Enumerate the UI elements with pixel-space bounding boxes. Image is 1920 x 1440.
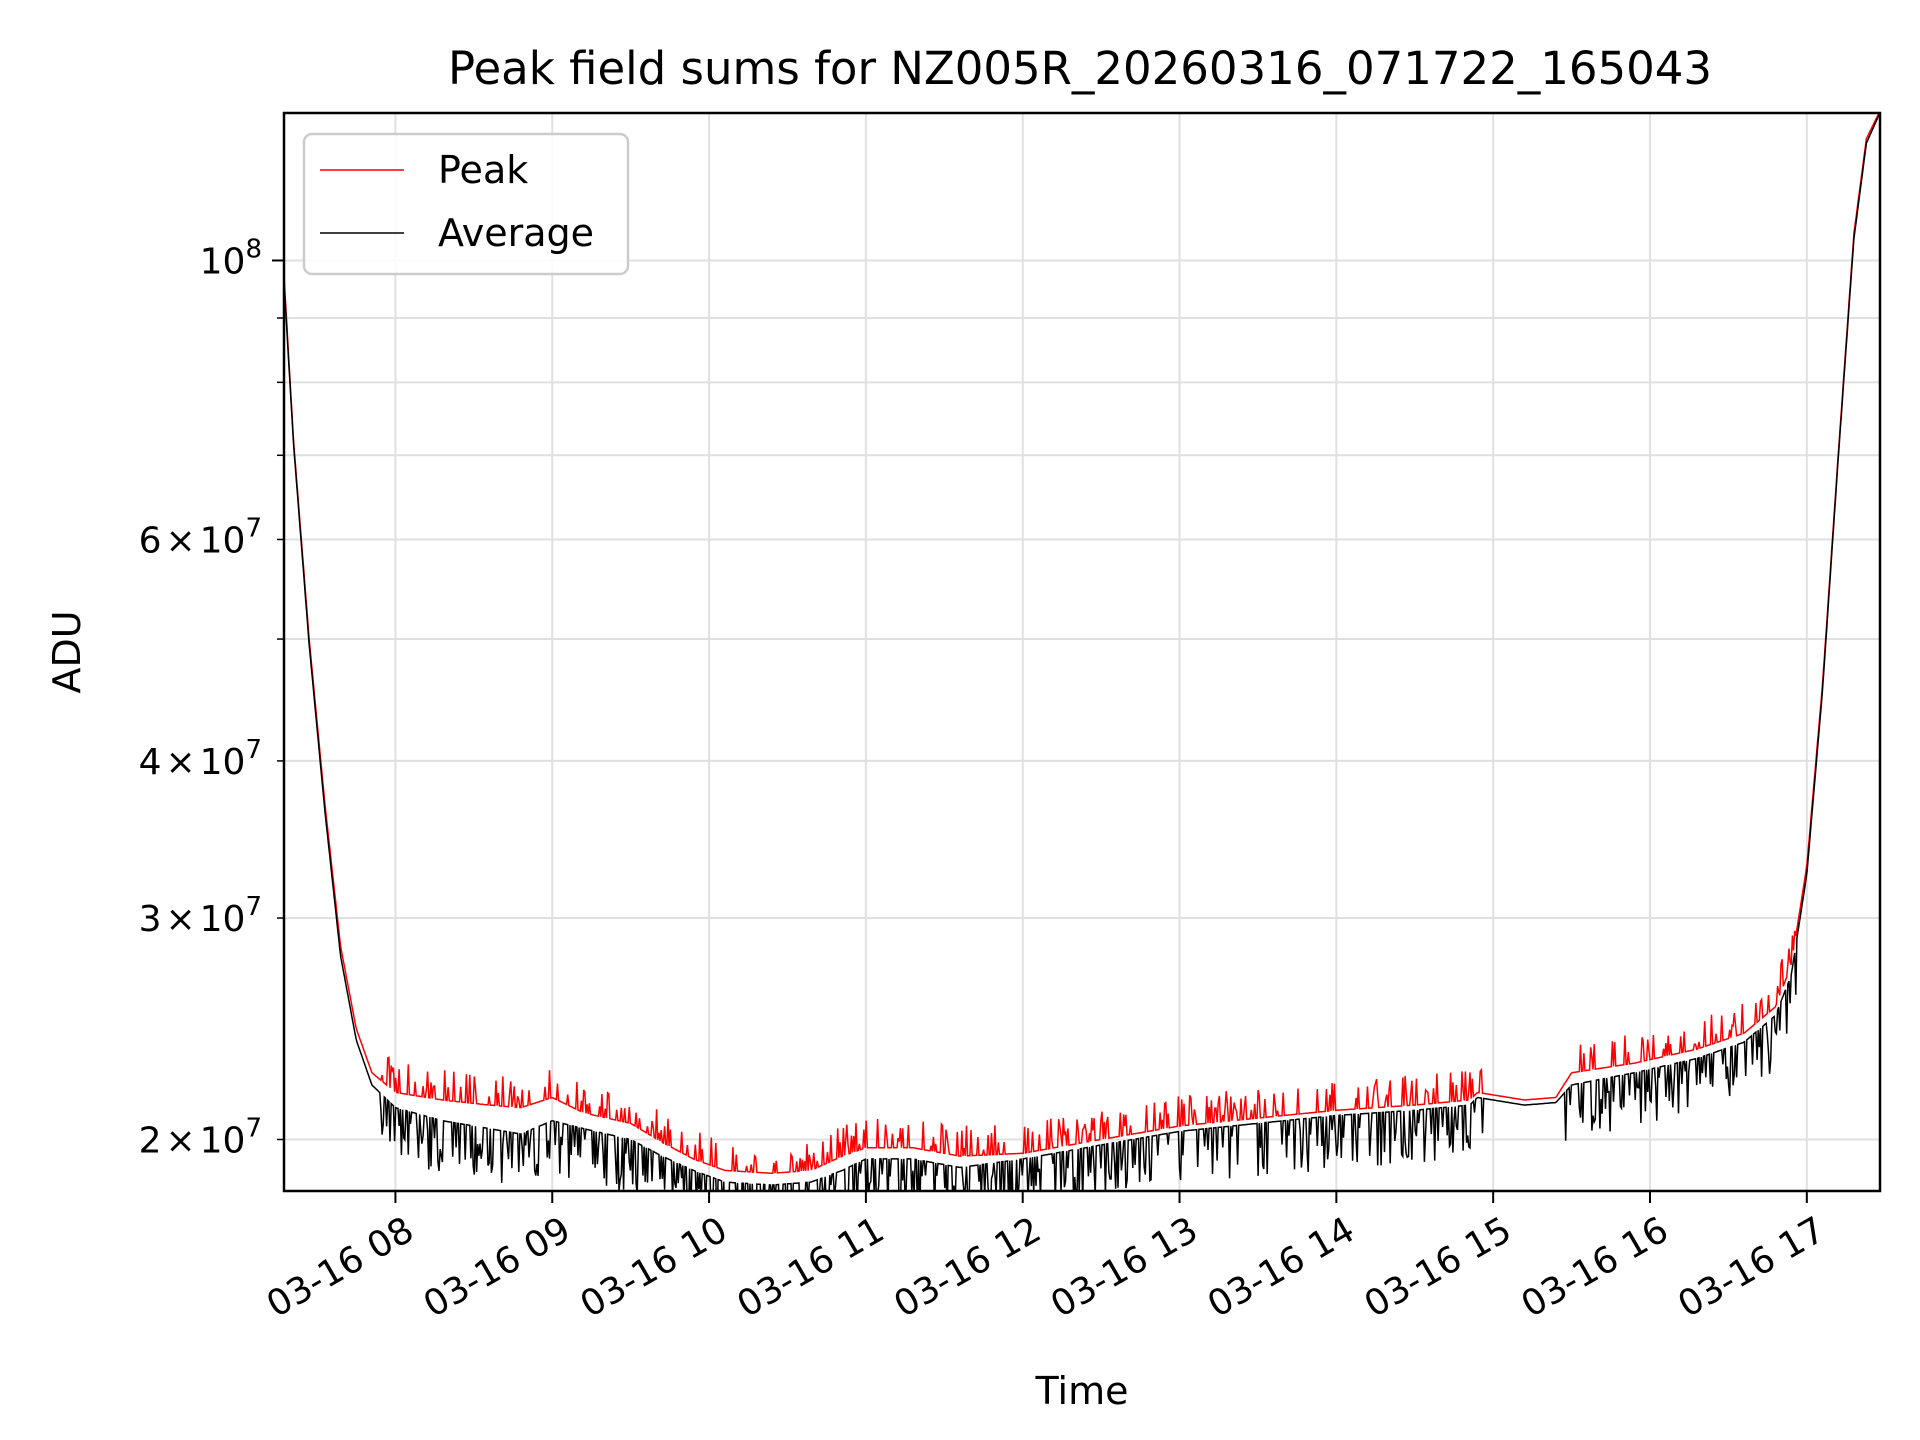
series-line-peak (284, 113, 1880, 1175)
x-axis-label: Time (1035, 1369, 1129, 1413)
y-axis-label: ADU (45, 610, 89, 693)
series-line-average (284, 114, 1880, 1191)
y-tick-label: 108 (200, 234, 262, 282)
y-tick-label: 4 × 107 (139, 735, 262, 783)
y-tick-label: 3 × 107 (139, 892, 262, 940)
legend-label-peak: Peak (438, 148, 528, 192)
legend-label-average: Average (438, 211, 594, 255)
legend: Peak Average (302, 132, 630, 276)
plot-area (282, 111, 1882, 1193)
chart-title: Peak field sums for NZ005R_20260316_0717… (448, 42, 1712, 95)
legend-frame (302, 132, 630, 276)
y-axis: 108 2 × 107 3 × 107 4 × 107 6 × 107 (139, 234, 284, 1161)
y-tick-label: 6 × 107 (139, 513, 262, 561)
series-layer (284, 113, 1880, 1191)
plot-frame (282, 111, 1882, 1193)
legend-entry-peak: Peak (320, 148, 528, 192)
plot-background (284, 113, 1880, 1191)
y-tick-label: 2 × 107 (139, 1113, 262, 1161)
legend-entry-average: Average (320, 211, 594, 255)
